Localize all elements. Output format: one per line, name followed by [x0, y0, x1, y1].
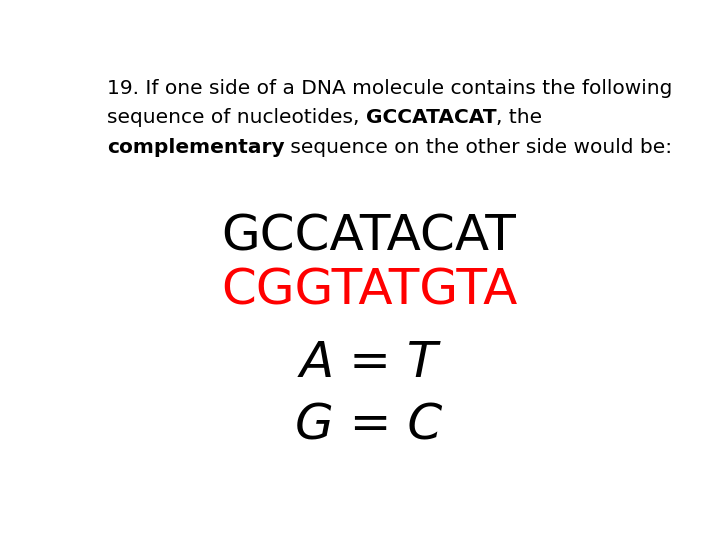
Text: sequence on the other side would be:: sequence on the other side would be: — [284, 138, 672, 157]
Text: GCCATACAT: GCCATACAT — [366, 109, 496, 127]
Text: CGGTATGTA: CGGTATGTA — [221, 266, 517, 314]
Text: , the: , the — [496, 109, 542, 127]
Text: complementary: complementary — [107, 138, 284, 157]
Text: sequence of nucleotides,: sequence of nucleotides, — [107, 109, 366, 127]
Text: GCCATACAT: GCCATACAT — [222, 212, 516, 260]
Text: 19. If one side of a DNA molecule contains the following: 19. If one side of a DNA molecule contai… — [107, 79, 672, 98]
Text: A = T: A = T — [300, 339, 438, 387]
Text: G = C: G = C — [295, 402, 443, 450]
